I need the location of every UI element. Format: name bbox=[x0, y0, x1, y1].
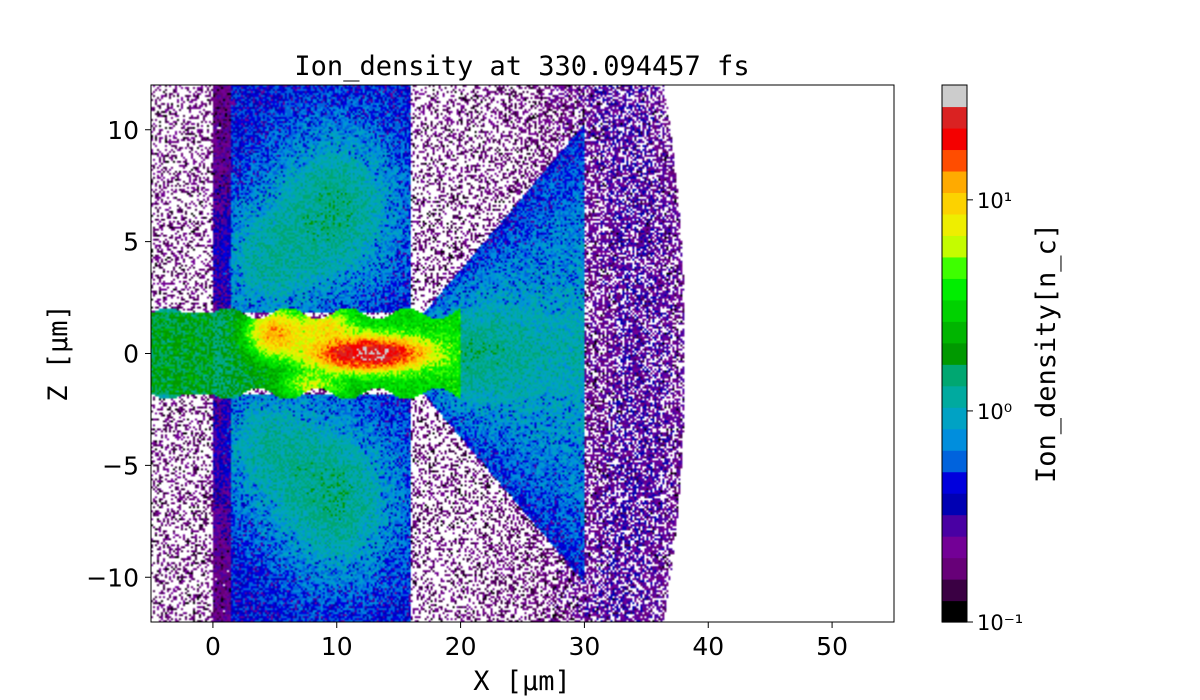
x-tick-label: 50 bbox=[816, 632, 848, 661]
y-axis-label: Z [μm] bbox=[43, 304, 74, 402]
colorbar-level bbox=[942, 514, 967, 537]
colorbar-tick-label: 10⁻¹ bbox=[977, 611, 1023, 635]
colorbar-ticks: 10⁻¹ 10⁰ 10¹ bbox=[967, 189, 1023, 635]
x-tick-label: 20 bbox=[445, 632, 477, 661]
colorbar-level bbox=[942, 579, 967, 602]
colorbar-tick-label: 10⁰ bbox=[977, 400, 1012, 424]
colorbar-level bbox=[942, 299, 967, 322]
heatmap bbox=[151, 85, 894, 622]
colorbar-frame bbox=[941, 84, 968, 623]
colorbar-level bbox=[942, 407, 967, 430]
x-axis-label: X [μm] bbox=[473, 666, 571, 697]
colorbar-level bbox=[942, 213, 967, 236]
colorbar-level bbox=[942, 493, 967, 516]
colorbar-label: Ion_density[n_c] bbox=[1031, 223, 1062, 483]
y-tick-label: 5 bbox=[123, 228, 139, 257]
colorbar-level bbox=[942, 428, 967, 451]
chart-title: Ion_density at 330.094457 fs bbox=[294, 51, 749, 82]
y-axis-ticks: −10 −5 0 5 10 bbox=[86, 116, 151, 592]
heatmap-image bbox=[151, 85, 894, 622]
colorbar-level bbox=[942, 557, 967, 580]
colorbar-level bbox=[942, 364, 967, 387]
colorbar-level bbox=[942, 170, 967, 193]
x-tick-label: 0 bbox=[205, 632, 221, 661]
x-tick-label: 40 bbox=[692, 632, 724, 661]
colorbar-level bbox=[942, 471, 967, 494]
x-tick-label: 30 bbox=[569, 632, 601, 661]
colorbar-level bbox=[942, 600, 967, 623]
colorbar-level bbox=[942, 149, 967, 172]
colorbar-level bbox=[942, 85, 967, 108]
y-tick-label: −10 bbox=[86, 563, 139, 592]
colorbar-level bbox=[942, 385, 967, 408]
colorbar-level bbox=[942, 536, 967, 559]
y-tick-label: 0 bbox=[123, 340, 139, 369]
colorbar-level bbox=[942, 235, 967, 258]
colorbar-level bbox=[942, 106, 967, 129]
y-tick-label: −5 bbox=[102, 451, 139, 480]
x-tick-label: 10 bbox=[321, 632, 353, 661]
x-axis-ticks: 0 10 20 30 40 50 bbox=[205, 622, 848, 661]
colorbar bbox=[942, 85, 967, 623]
colorbar-tick-label: 10¹ bbox=[977, 189, 1012, 213]
colorbar-level bbox=[942, 450, 967, 473]
colorbar-level bbox=[942, 256, 967, 279]
colorbar-level bbox=[942, 278, 967, 301]
colorbar-level bbox=[942, 342, 967, 365]
y-tick-label: 10 bbox=[107, 116, 139, 145]
colorbar-level bbox=[942, 127, 967, 151]
colorbar-level bbox=[942, 321, 967, 344]
colorbar-level bbox=[942, 192, 967, 215]
